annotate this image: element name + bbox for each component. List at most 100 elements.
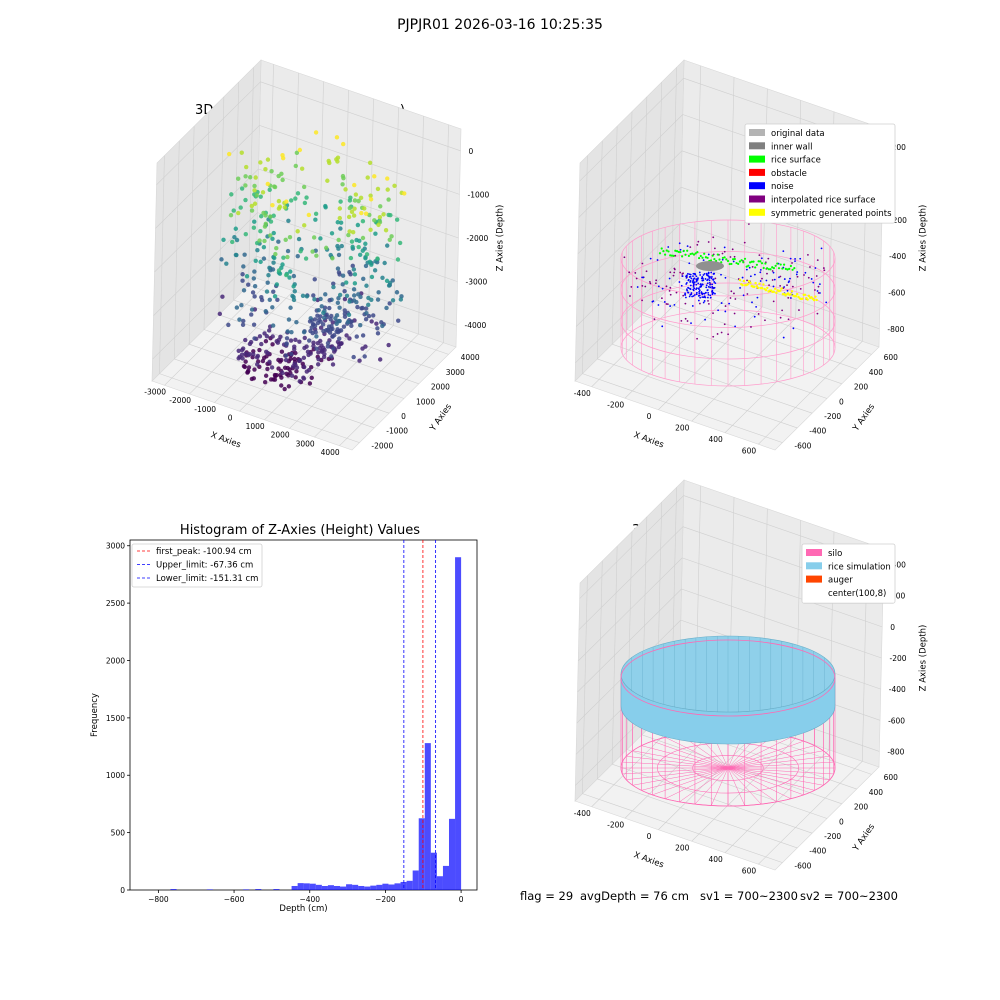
p2-noise-point: [709, 294, 712, 297]
p4-x-tick: 400: [708, 855, 723, 864]
p4-xlabel: X Axies: [632, 850, 665, 870]
p1-xlabel: X Axies: [209, 430, 242, 450]
p1-point: [224, 261, 229, 266]
p2-noise-point: [709, 296, 712, 299]
p2-rice-point: [759, 260, 762, 263]
p1-point: [274, 282, 280, 287]
p2-point: [787, 296, 790, 299]
p1-point: [366, 302, 371, 308]
p2-z-grid: [679, 259, 880, 330]
p2-point: [672, 274, 675, 277]
p4-y-grid: [597, 778, 798, 849]
p1-point: [253, 258, 258, 264]
p1-point: [294, 150, 300, 156]
p2-rice-point: [779, 263, 782, 266]
p1-point: [349, 323, 354, 328]
p2-point: [778, 276, 780, 279]
p2-rice-point: [771, 266, 774, 269]
p1-point: [286, 317, 292, 322]
p2-noise-point: [707, 293, 710, 296]
p1-point: [303, 256, 309, 261]
p2-noise-point: [699, 296, 702, 299]
p2-rice-point: [716, 253, 719, 256]
p1-point: [251, 276, 257, 281]
p1-point: [234, 305, 240, 310]
p2-sym-point: [753, 285, 756, 289]
p1-point: [347, 205, 352, 211]
p1-point: [246, 365, 252, 370]
p2-noise-point: [706, 279, 709, 282]
figure-title: PJPJR01 2026-03-16 10:25:35: [397, 17, 603, 33]
p4-legend-label: silo: [828, 549, 842, 559]
p2-sym-point: [789, 293, 792, 296]
p1-point: [263, 338, 269, 344]
p1-point: [387, 237, 392, 242]
p1-point: [294, 369, 299, 374]
p1-point: [236, 210, 241, 216]
p2-point: [703, 300, 706, 302]
p2-point: [760, 257, 763, 260]
p1-point: [397, 240, 403, 246]
p4-y-grid: [641, 734, 842, 805]
p2-point: [649, 257, 652, 260]
p2-y-tick: 0: [839, 397, 844, 406]
p4-ylabel: Y Axies: [851, 822, 878, 854]
p1-point: [376, 290, 381, 295]
p2-y-tick: -200: [824, 412, 841, 421]
p2-rice-point: [689, 252, 692, 256]
p2-sym-point: [764, 288, 768, 292]
hist-bar: [206, 889, 213, 890]
hist-x-tick: −600: [224, 895, 245, 904]
p2-legend-label: obstacle: [771, 169, 807, 179]
p2-rice-point: [723, 256, 726, 259]
p1-y-grid: [189, 343, 390, 414]
p1-z-grid: [256, 255, 457, 326]
p1-point: [338, 220, 344, 225]
p2-sym-point: [738, 278, 742, 282]
p2-point: [699, 302, 701, 305]
p2-point: [779, 284, 782, 287]
p1-point: [363, 241, 368, 246]
p1-point: [340, 173, 346, 179]
p2-point: [817, 292, 820, 294]
p2-point: [799, 257, 802, 260]
p2-point: [758, 254, 761, 256]
p4-silo-spoke: [727, 767, 792, 799]
p1-point: [240, 272, 245, 277]
p1-point: [284, 272, 289, 278]
p2-point: [730, 290, 733, 293]
p1-point: [347, 299, 352, 304]
p2-rice-point: [718, 258, 721, 261]
p2-point: [773, 278, 776, 281]
p4-silo-spoke: [622, 761, 729, 769]
p2-point: [680, 284, 683, 287]
p1-point: [362, 354, 367, 359]
p2-rice-point: [755, 263, 759, 266]
p2-rice-point: [766, 267, 769, 270]
p2-sym-point: [814, 295, 817, 298]
p2-y-grid: [641, 314, 842, 385]
p2-noise-point: [697, 282, 700, 285]
p1-point: [385, 176, 390, 181]
p4-z-grid: [578, 526, 684, 630]
p1-point: [259, 295, 264, 300]
p1-point: [329, 313, 334, 319]
p2-point: [729, 256, 732, 258]
p1-point: [268, 214, 273, 219]
p1-point: [340, 182, 345, 187]
p1-point: [302, 364, 307, 370]
p2-noise-point: [692, 275, 694, 278]
p4-z-tick: -400: [889, 685, 906, 694]
p2-rice-point: [769, 268, 772, 271]
p2-point: [665, 285, 668, 288]
p1-point: [348, 255, 354, 261]
p1-point: [261, 256, 267, 261]
plot1-axes: -3000-2000-100001000200030004000-2000-10…: [144, 59, 506, 457]
p1-point: [226, 322, 231, 328]
p1-point: [264, 289, 270, 294]
p1-point: [351, 287, 357, 292]
p1-point: [312, 277, 317, 282]
p2-noise-point: [697, 288, 700, 290]
p2-point: [678, 242, 681, 245]
p2-rice-point: [692, 253, 696, 256]
